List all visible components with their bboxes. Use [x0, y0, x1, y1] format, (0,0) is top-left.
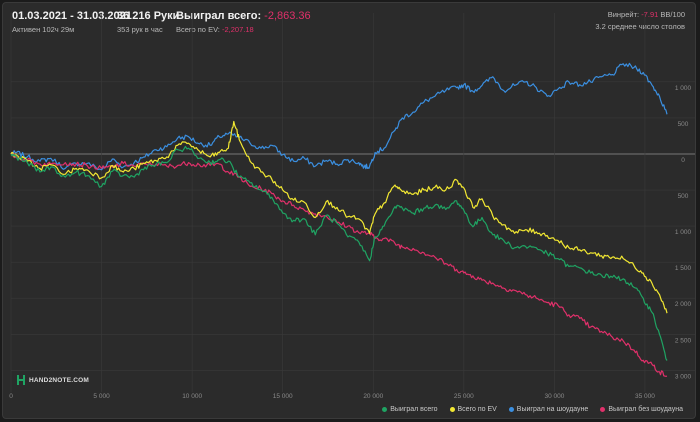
- graph-panel: 01.03.2021 - 31.03.2021 Активен 102ч 29м…: [2, 2, 696, 419]
- legend-item-showdown[interactable]: Выиграл на шоудауне: [508, 406, 589, 413]
- won-total-label: Выиграл всего:: [176, 10, 262, 22]
- y-tick-label: 2 000: [675, 301, 692, 308]
- active-time: Активен 102ч 29м: [12, 25, 75, 34]
- ev-total-value: -2,207.18: [221, 25, 254, 34]
- x-tick-label: 15 000: [273, 393, 293, 400]
- series-line-1: [10, 145, 668, 361]
- ev-total-label: Всего по EV:: [176, 25, 220, 34]
- x-tick-label: 25 000: [454, 393, 474, 400]
- h2n-logo-icon: [17, 375, 25, 385]
- x-tick-label: 10 000: [182, 393, 202, 400]
- chart-legend: Выиграл всего Всего по EV Выиграл на шоу…: [382, 406, 683, 413]
- series-line-3: [10, 62, 668, 171]
- legend-dot: [382, 407, 388, 412]
- legend-item-won-total[interactable]: Выиграл всего: [382, 406, 438, 413]
- y-tick-label: 500: [678, 193, 689, 200]
- y-tick-label: 0: [681, 157, 685, 164]
- y-tick-label: 1 000: [675, 85, 692, 92]
- winrate-block: Винрейт: -7.91 BB/100 3.2 среднее число …: [595, 10, 685, 31]
- legend-label: Выиграл всего: [390, 406, 438, 413]
- won-total-value: -2,863.36: [264, 10, 311, 22]
- y-tick-label: 1 500: [675, 265, 692, 272]
- series-line-4: [10, 151, 668, 377]
- legend-dot: [449, 407, 455, 412]
- logo-text: HAND2NOTE.COM: [29, 376, 90, 384]
- x-tick-label: 20 000: [363, 393, 383, 400]
- avg-tables: 3.2 среднее число столов: [595, 22, 685, 31]
- x-tick-label: 30 000: [544, 393, 564, 400]
- date-block: 01.03.2021 - 31.03.2021 Активен 102ч 29м: [12, 10, 132, 34]
- date-range: 01.03.2021 - 31.03.2021: [12, 10, 132, 22]
- hand2note-logo: HAND2NOTE.COM: [17, 375, 89, 385]
- legend-label: Всего по EV: [457, 406, 497, 413]
- legend-item-ev[interactable]: Всего по EV: [449, 406, 497, 413]
- series-line-2: [10, 120, 668, 314]
- x-tick-label: 5 000: [93, 393, 110, 400]
- y-tick-label: 1 000: [675, 229, 692, 236]
- y-tick-label: 3 000: [675, 373, 692, 380]
- legend-label: Выиграл на шоудауне: [516, 406, 589, 413]
- legend-dot: [600, 407, 606, 412]
- hands-per-hour: 353 рук в час: [117, 25, 163, 34]
- legend-label: Выиграл без шоудауна: [608, 406, 683, 413]
- winrate-label: Винрейт:: [607, 10, 640, 19]
- y-tick-label: 500: [678, 121, 689, 128]
- winnings-graph: 1 000 500 0 500 1 000 1 500 2 000 2 500 3 000 0 5 …: [9, 13, 695, 400]
- hands-block: 36 216 Руки 353 рук в час: [117, 10, 179, 34]
- x-tick-label: 0: [9, 393, 13, 400]
- hands-count: 36 216 Руки: [117, 10, 180, 22]
- winrate-value: -7.91: [641, 10, 659, 19]
- totals-block: Выиграл всего: -2,863.36 Всего по EV: -2…: [176, 10, 311, 34]
- legend-dot: [508, 407, 514, 412]
- winrate-unit: BB/100: [660, 10, 685, 19]
- y-tick-label: 2 500: [675, 337, 692, 344]
- legend-item-non-showdown[interactable]: Выиграл без шоудауна: [600, 406, 683, 413]
- x-tick-label: 35 000: [635, 393, 655, 400]
